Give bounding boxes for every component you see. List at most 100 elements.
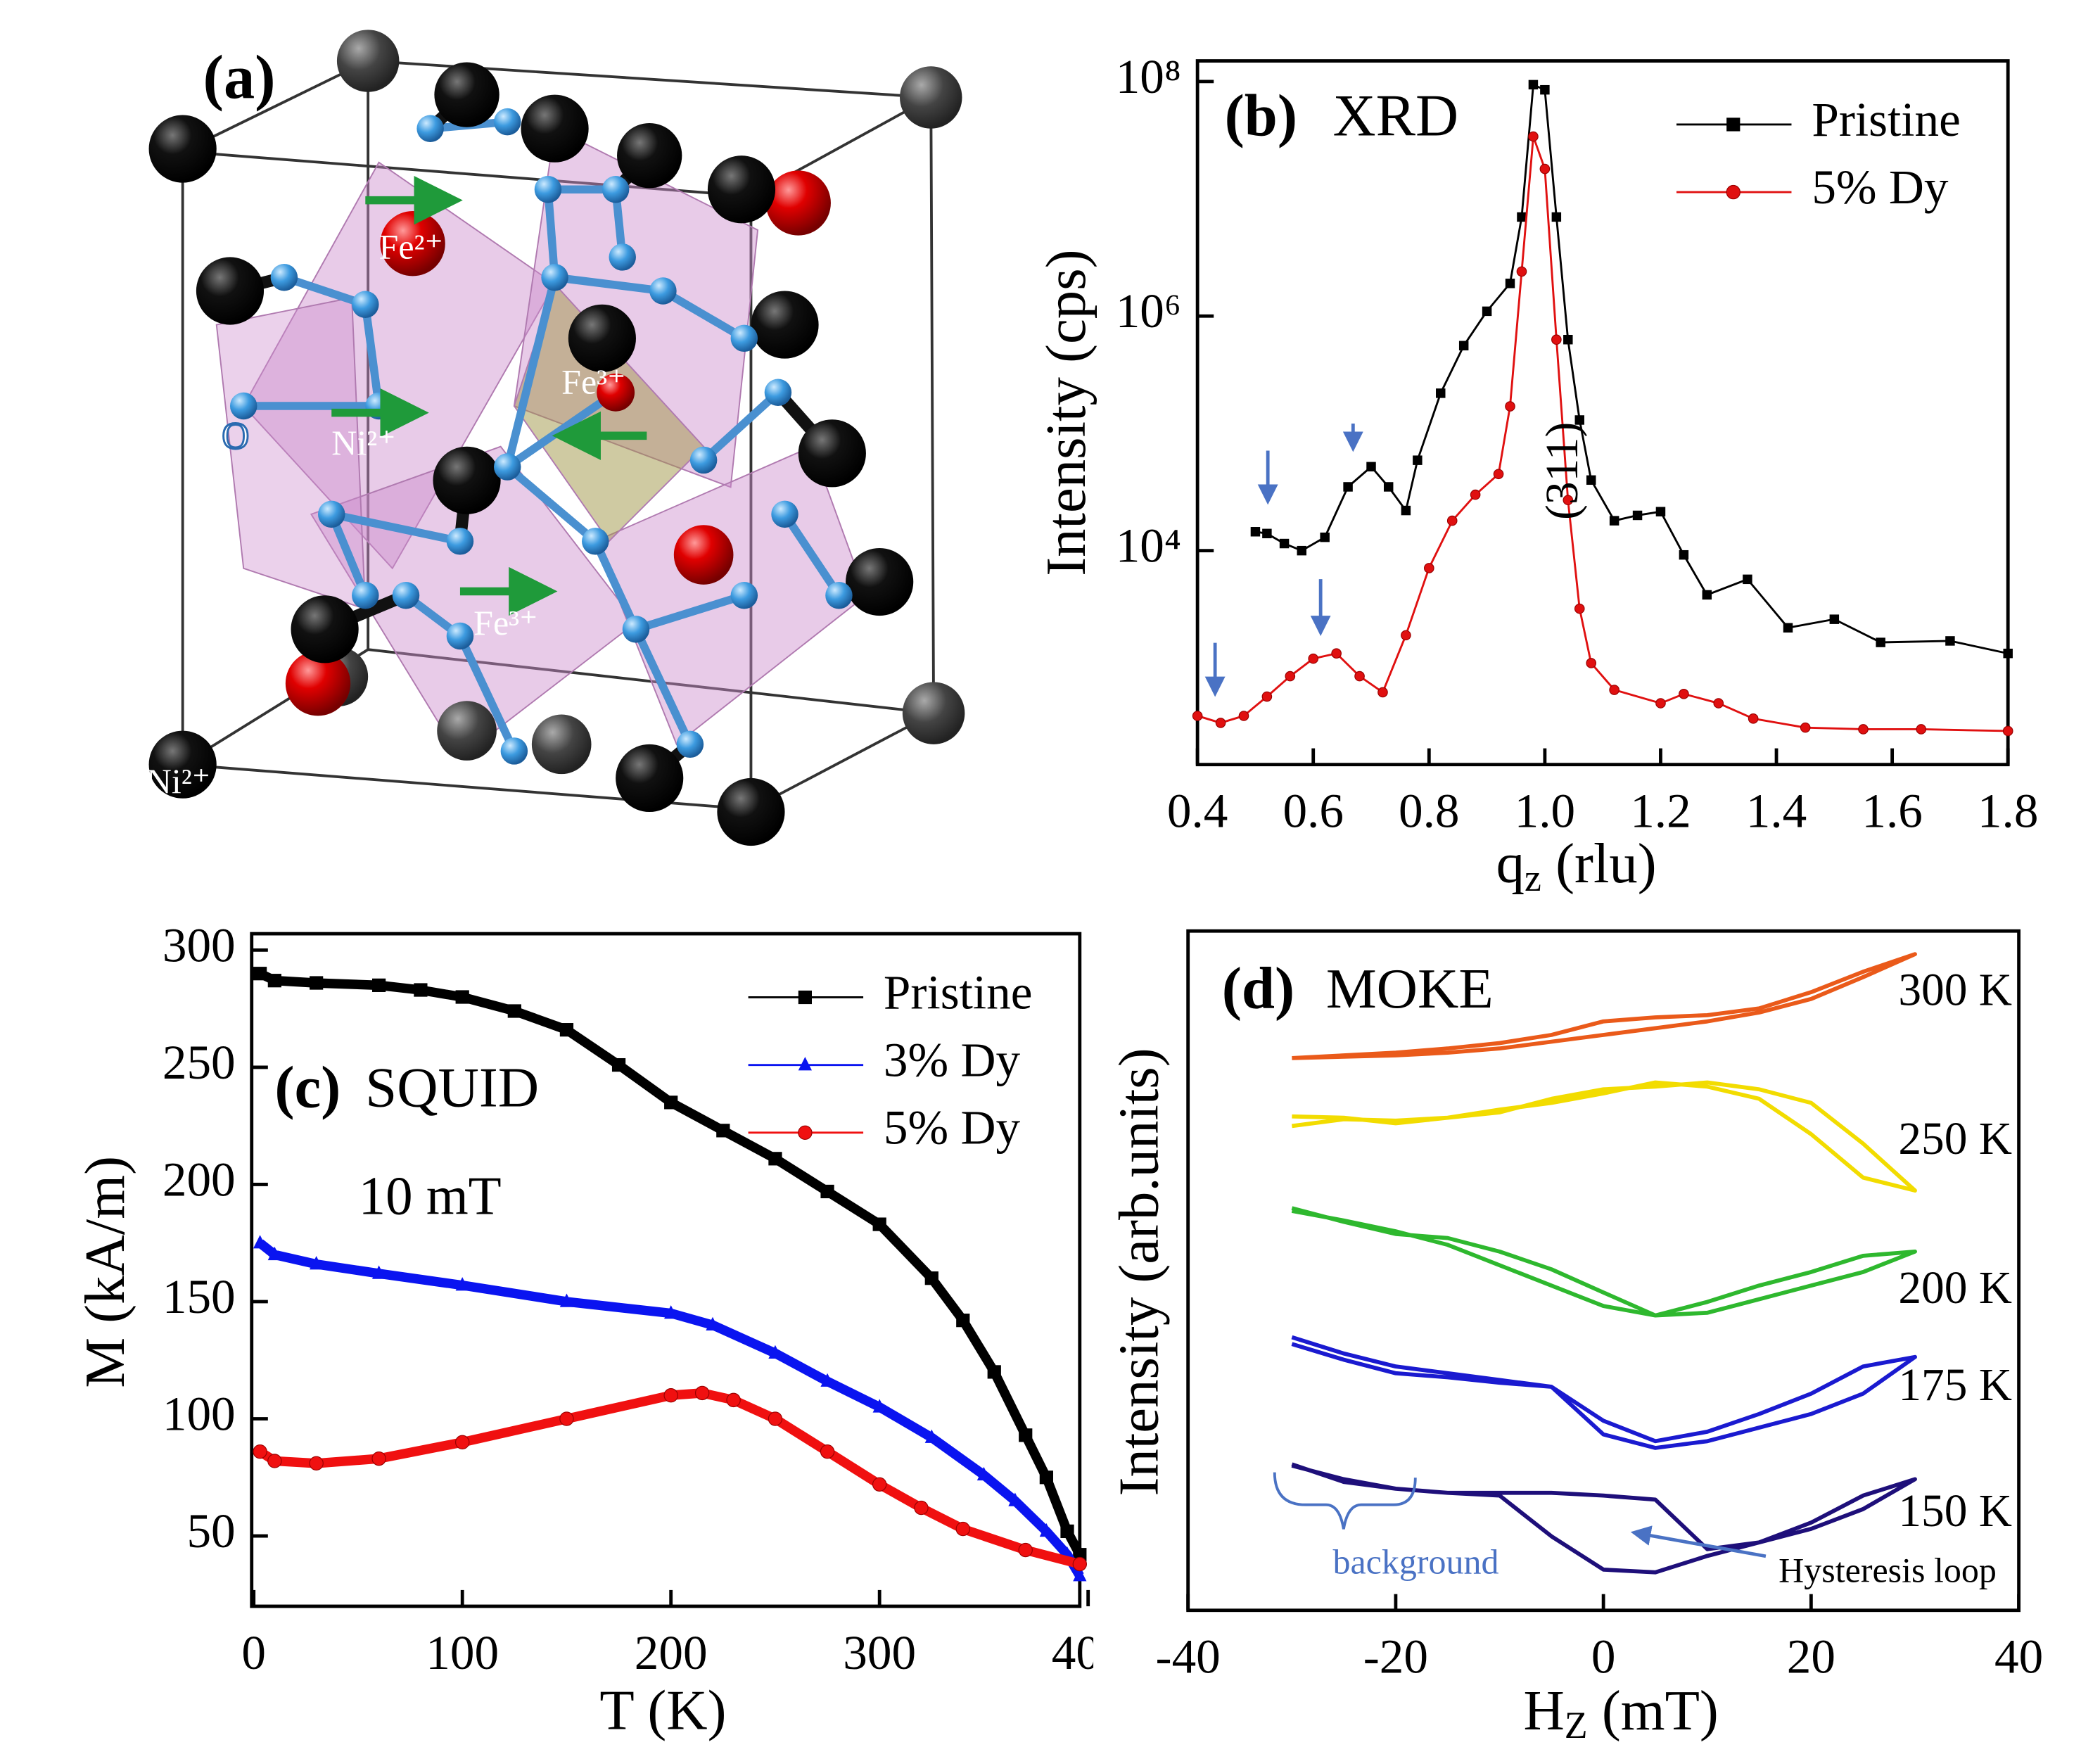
marker: [1551, 212, 1562, 222]
annotation: Hysteresis loop: [1778, 1550, 1997, 1589]
x-tick-label: 0.6: [1283, 784, 1344, 838]
x-tick-label: 1.4: [1746, 784, 1807, 838]
y-axis-label: M (kA/m): [74, 1156, 136, 1388]
y-tick-label: 100: [163, 1386, 236, 1440]
annotation: 10 mT: [359, 1166, 502, 1226]
x-tick-label: 100: [426, 1625, 499, 1679]
marker: [663, 1388, 678, 1403]
marker: [694, 1385, 710, 1401]
marker: [798, 990, 812, 1005]
marker: [1297, 545, 1306, 556]
series: [1192, 131, 2013, 737]
background-bracket: [1273, 1472, 1417, 1530]
marker: [1517, 212, 1527, 222]
marker: [820, 1184, 834, 1199]
marker: [1800, 722, 1811, 733]
x-tick-label: 1.2: [1630, 784, 1691, 838]
x-axis-label-part: (rlu): [1541, 832, 1657, 894]
marker: [820, 1444, 835, 1459]
x-tick-label: 0.8: [1399, 784, 1460, 838]
marker: [507, 1004, 521, 1018]
x-axis-label: T (K): [599, 1679, 726, 1741]
marker: [1858, 724, 1869, 735]
marker: [1516, 266, 1527, 277]
marker: [798, 1057, 812, 1071]
marker: [253, 1235, 267, 1249]
legend-label: Pristine: [1812, 92, 1961, 146]
panel-label: (c): [274, 1055, 341, 1120]
marker: [1073, 1568, 1087, 1582]
marker: [1238, 711, 1249, 721]
y-tick-label: 300: [163, 917, 236, 972]
marker: [1743, 574, 1752, 585]
marker: [1655, 507, 1666, 516]
chart-panel: -40 -20 0 20 40 300 K 250 K 200 K 175 K 150 K HZ (…: [1093, 903, 2100, 1747]
x-tick-label: 1.0: [1515, 784, 1576, 838]
x-axis-label-subscript: z: [1525, 857, 1541, 899]
marker: [1060, 1524, 1074, 1539]
marker: [1383, 482, 1394, 492]
marker: [309, 1456, 324, 1471]
series-label: 250 K: [1898, 1114, 2012, 1164]
series-label: 300 K: [1898, 965, 2012, 1016]
y-tick-label: 10⁴: [1116, 519, 1181, 573]
marker: [253, 967, 267, 981]
marker: [611, 1057, 626, 1072]
marker: [1018, 1542, 1033, 1558]
marker: [1586, 475, 1596, 485]
marker: [1019, 1428, 1033, 1442]
series: [253, 967, 1087, 1562]
y-axis-label: Intensity (arb.units): [1108, 1048, 1171, 1496]
marker: [914, 1500, 929, 1516]
marker: [267, 1454, 282, 1468]
ion-label: Ni²⁺: [331, 423, 395, 462]
marker: [1702, 590, 1712, 600]
series-line: [1292, 1080, 1917, 1193]
annotation: MOKE: [1326, 958, 1494, 1020]
marker: [768, 1345, 782, 1359]
marker: [1655, 698, 1666, 709]
series: 200 K: [1291, 1206, 2012, 1318]
series: 175 K: [1291, 1335, 2012, 1450]
marker: [1829, 614, 1840, 624]
marker: [956, 1314, 970, 1328]
annotation-marks: [1204, 423, 1767, 1558]
x-axis-label-part: (mT): [1588, 1679, 1719, 1741]
marker: [310, 1256, 324, 1270]
marker: [1331, 648, 1342, 659]
marker: [1343, 482, 1353, 492]
ion-label: Fe²⁺: [379, 227, 443, 266]
marker: [987, 1365, 1001, 1379]
marker: [1320, 532, 1330, 542]
marker: [1563, 334, 1573, 345]
marker: [1458, 341, 1469, 350]
x-tick-label: 0: [1591, 1630, 1616, 1684]
marker: [1916, 724, 1927, 735]
marker: [253, 1444, 267, 1459]
series: 250 K: [1292, 1080, 2012, 1193]
marker: [820, 1373, 834, 1387]
x-tick-label: -40: [1156, 1630, 1221, 1684]
marker: [726, 1392, 741, 1408]
series: [253, 1385, 1088, 1572]
marker: [267, 1246, 281, 1261]
annotation: background: [1332, 1542, 1498, 1582]
marker: [1726, 184, 1741, 200]
ion-label: Fe³⁺: [473, 603, 537, 642]
x-tick-label: 20: [1787, 1630, 1835, 1684]
marker: [1748, 713, 1759, 724]
y-tick-label: 250: [163, 1035, 236, 1089]
atoms: [148, 30, 965, 846]
marker: [1539, 163, 1551, 174]
hysteresis-arrow: [1630, 1525, 1767, 1558]
marker: [310, 976, 324, 990]
marker: [414, 983, 428, 997]
marker: [1250, 527, 1261, 537]
spin-arrows: [331, 176, 647, 616]
legend-label: 5% Dy: [884, 1100, 1021, 1155]
chart-panel: 0 100 200 300 40050100150200250300Pristine3%…: [74, 917, 1124, 1741]
marker: [872, 1399, 886, 1413]
marker: [1446, 515, 1458, 526]
marker: [664, 1305, 678, 1319]
series-label: 150 K: [1898, 1486, 2012, 1537]
